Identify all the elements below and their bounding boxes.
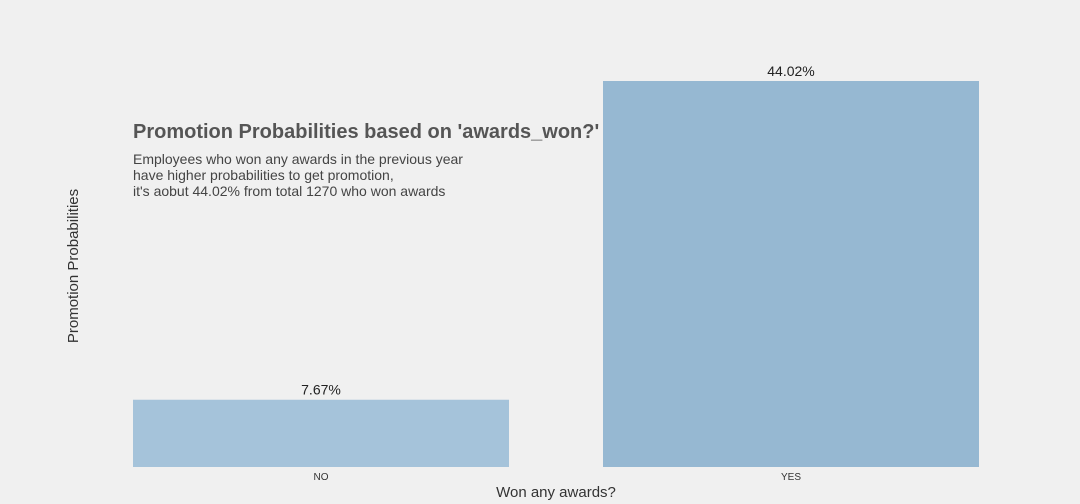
chart-title: Promotion Probabilities based on 'awards… <box>133 121 599 143</box>
bar-yes <box>603 81 979 467</box>
annotation-line-3: it's aobut 44.02% from total 1270 who wo… <box>133 183 445 199</box>
x-tick-labels: NO YES <box>314 472 802 483</box>
annotation-line-2: have higher probabilities to get promoti… <box>133 167 394 183</box>
annotation-line-1: Employees who won any awards in the prev… <box>133 151 463 167</box>
x-axis-label: Won any awards? <box>496 484 616 501</box>
bars-layer <box>133 81 979 467</box>
data-labels-layer: 7.67% 44.02% <box>301 63 815 398</box>
data-label-no: 7.67% <box>301 382 341 398</box>
data-label-yes: 44.02% <box>767 63 814 79</box>
x-tick-label-yes: YES <box>781 472 801 483</box>
bar-no <box>133 399 509 467</box>
y-axis-label: Promotion Probabilities <box>65 189 82 343</box>
x-tick-label-no: NO <box>314 472 329 483</box>
